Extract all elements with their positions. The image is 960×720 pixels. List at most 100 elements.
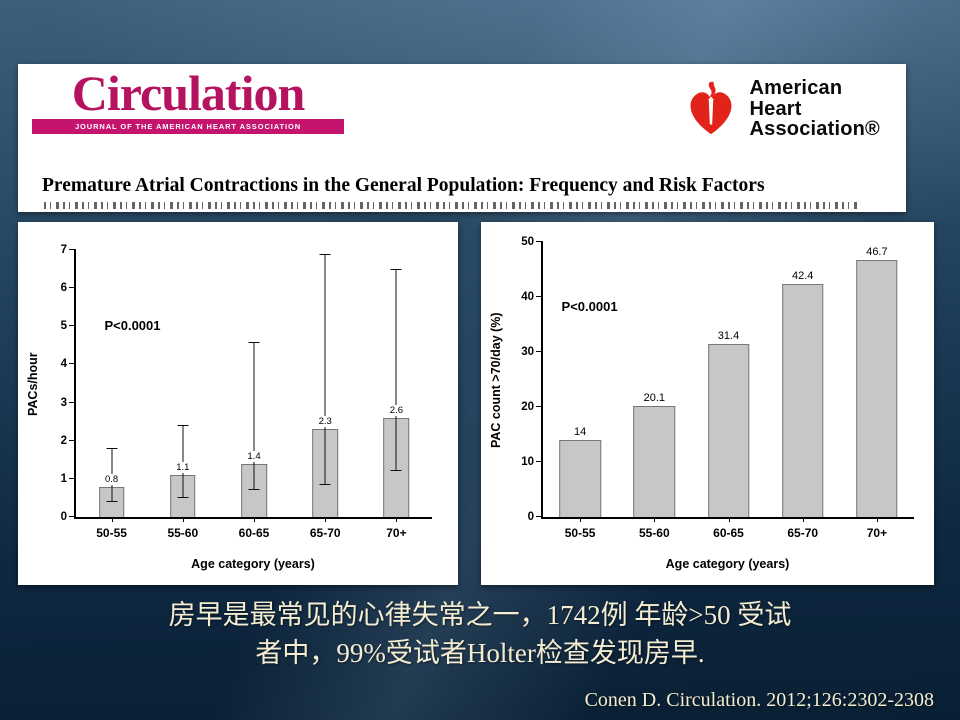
x-axis-title: Age category (years) (191, 557, 315, 571)
plot-area: P<0.0001 14 20.1 31.4 42.4 46.7 50-55 55-60 60… (521, 236, 914, 540)
y-tick-mark (69, 325, 76, 327)
y-tick-label: 50 (521, 236, 534, 248)
bar (559, 440, 601, 517)
x-category-label: 70+ (866, 526, 888, 540)
error-bar (390, 269, 402, 472)
y-axis-label: PACs/hour (26, 352, 40, 417)
y-tick-mark (536, 241, 543, 242)
x-category-label: 60-65 (238, 526, 270, 540)
aha-line-heart: Heart (749, 97, 802, 120)
y-tick-mark (69, 439, 76, 441)
x-tick-mark (876, 517, 878, 522)
error-cap-top (177, 425, 189, 427)
bar (707, 344, 750, 517)
y-tick-label: 3 (60, 396, 67, 409)
x-axis-title: Age category (years) (665, 557, 790, 571)
bar-slot: 42.4 (766, 242, 840, 522)
bar (856, 260, 898, 517)
error-bar (319, 253, 331, 485)
x-axis-labels: 50-55 55-60 60-65 65-70 70+ (76, 526, 432, 540)
aha-heart-torch-icon (690, 81, 731, 135)
y-tick-label: 7 (60, 244, 67, 256)
y-tick-mark (536, 351, 543, 352)
bar-value-label: 31.4 (716, 330, 741, 343)
error-cap-bottom (177, 496, 189, 498)
y-tick-mark (69, 516, 76, 517)
y-tick-label: 4 (60, 358, 67, 371)
y-tick-label: 6 (60, 282, 67, 295)
error-cap-bottom (106, 500, 118, 502)
error-cap-bottom (248, 489, 260, 491)
x-tick-mark (111, 517, 113, 522)
bar-group: 0.8 1.1 1.4 2.3 2.6 (76, 250, 432, 522)
bar-slot: 31.4 (691, 242, 765, 522)
y-tick-mark (69, 363, 76, 365)
bar-slot: 46.7 (840, 242, 914, 522)
bar-slot: 2.6 (361, 250, 432, 522)
bar-value-label: 20.1 (642, 392, 667, 405)
bar (781, 283, 824, 517)
x-category-label: 50-55 (96, 526, 127, 540)
x-tick-mark (325, 517, 327, 522)
bar-slot: 14 (543, 242, 617, 522)
y-tick-label: 0 (527, 511, 534, 523)
bar-slot: 1.1 (147, 250, 218, 522)
circulation-logo: Circulation (71, 65, 306, 121)
aha-line-american: American (749, 77, 843, 99)
error-cap-top (106, 448, 118, 450)
x-tick-mark (728, 517, 730, 522)
error-bar (177, 425, 189, 499)
x-tick-mark (182, 517, 184, 522)
circulation-logo-block: Circulation Journal of the American Hear… (32, 68, 344, 134)
y-tick-label: 40 (521, 291, 534, 303)
bar-value-label: 1.4 (246, 450, 262, 462)
paper-title-clipped-second-line (44, 202, 860, 209)
caption-line-1: 房早是最常见的心律失常之一，1742例 年龄>50 受试 (168, 600, 792, 630)
y-tick-label: 20 (521, 401, 534, 413)
x-category-label: 50-55 (564, 526, 596, 540)
x-category-label: 60-65 (713, 526, 744, 540)
aha-logo-block: American Heart Association® (682, 78, 881, 140)
aha-line-association: Association® (749, 118, 880, 141)
x-category-label: 65-70 (309, 526, 341, 540)
error-bar (248, 341, 260, 491)
y-axis-label: PAC count >70/day (%) (489, 312, 503, 449)
aha-wordmark: American Heart Association® (750, 78, 881, 140)
error-cap-top (319, 253, 331, 255)
citation: Conen D. Circulation. 2012;126:2302-2308 (584, 689, 934, 711)
bar-value-label: 42.4 (790, 269, 815, 282)
error-cap-bottom (390, 470, 402, 472)
p-value-annotation: P<0.0001 (104, 317, 161, 333)
caption-line-2: 者中，99%受试者Holter检查发现房早. (255, 637, 705, 668)
y-tick-label: 30 (521, 346, 534, 358)
bar (633, 406, 676, 517)
bar-slot: 2.3 (290, 250, 361, 522)
y-tick-mark (69, 249, 76, 250)
y-tick-label: 10 (521, 456, 534, 468)
y-tick-mark (536, 406, 543, 407)
x-tick-mark (580, 517, 582, 522)
x-category-label: 55-60 (167, 526, 199, 540)
slide-caption: 房早是最常见的心律失常之一，1742例 年龄>50 受试 者中，99%受试者Ho… (50, 597, 910, 673)
bar-slot: 0.8 (76, 250, 147, 522)
error-cap-top (390, 269, 402, 271)
bar-slot: 1.4 (218, 250, 289, 522)
error-cap-bottom (319, 483, 331, 485)
x-category-label: 65-70 (787, 526, 819, 540)
bar-value-label: 1.1 (175, 462, 191, 474)
bar-value-label: 0.8 (103, 473, 120, 485)
y-tick-label: 0 (60, 511, 67, 523)
y-tick-label: 2 (60, 434, 67, 447)
p-value-annotation: P<0.0001 (561, 298, 618, 314)
chart-pacs-per-hour: PACs/hour P<0.0001 0.8 1.1 1.4 2.3 2.6 50-55… (18, 222, 458, 585)
x-tick-mark (802, 517, 804, 522)
x-tick-mark (654, 517, 656, 522)
x-tick-mark (396, 517, 398, 522)
chart-pac-count-percent: PAC count >70/day (%) P<0.0001 14 20.1 31.… (481, 222, 934, 585)
x-category-label: 55-60 (638, 526, 670, 540)
y-tick-mark (536, 461, 543, 462)
x-tick-mark (254, 517, 255, 522)
bar-value-label: 14 (572, 426, 588, 438)
circulation-tagline: Journal of the American Heart Associatio… (32, 119, 344, 134)
